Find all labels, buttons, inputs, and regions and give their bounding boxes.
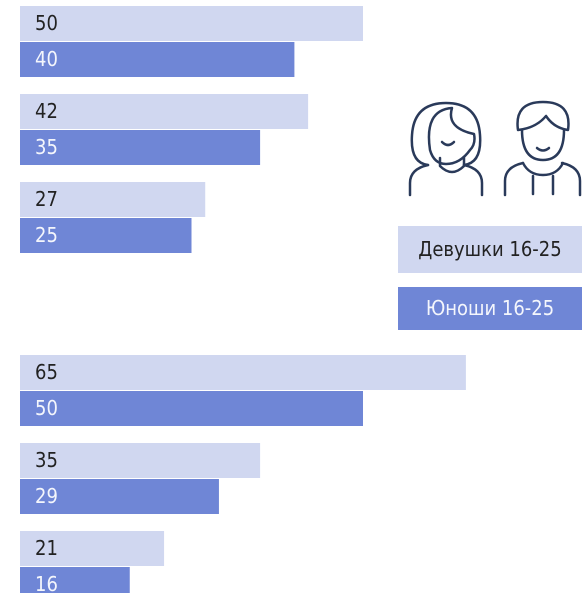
bar	[20, 94, 309, 129]
value-label: 27	[35, 187, 58, 211]
bar	[20, 130, 261, 165]
value-label: 50	[35, 11, 58, 35]
legend-label: Девушки 16-25	[418, 237, 561, 261]
legend-swatch	[398, 287, 582, 330]
bar	[20, 443, 261, 478]
bar	[20, 479, 219, 514]
bar	[20, 6, 363, 41]
value-label: 29	[35, 484, 58, 508]
value-label: 35	[35, 135, 58, 159]
value-label: 35	[35, 448, 58, 472]
people-icons	[408, 100, 582, 197]
legend-swatch	[398, 226, 582, 273]
bar	[20, 391, 363, 426]
bar	[20, 42, 295, 77]
value-label: 42	[35, 99, 58, 123]
bar	[20, 355, 466, 390]
bar	[20, 567, 130, 593]
bar	[20, 531, 165, 566]
value-label: 65	[35, 360, 58, 384]
value-label: 16	[35, 572, 58, 593]
value-label: 25	[35, 223, 58, 247]
value-label: 50	[35, 396, 58, 420]
bar	[20, 218, 192, 253]
legend-label: Юноши 16-25	[426, 296, 554, 320]
value-label: 40	[35, 47, 58, 71]
bar	[20, 182, 206, 217]
value-label: 21	[35, 536, 58, 560]
